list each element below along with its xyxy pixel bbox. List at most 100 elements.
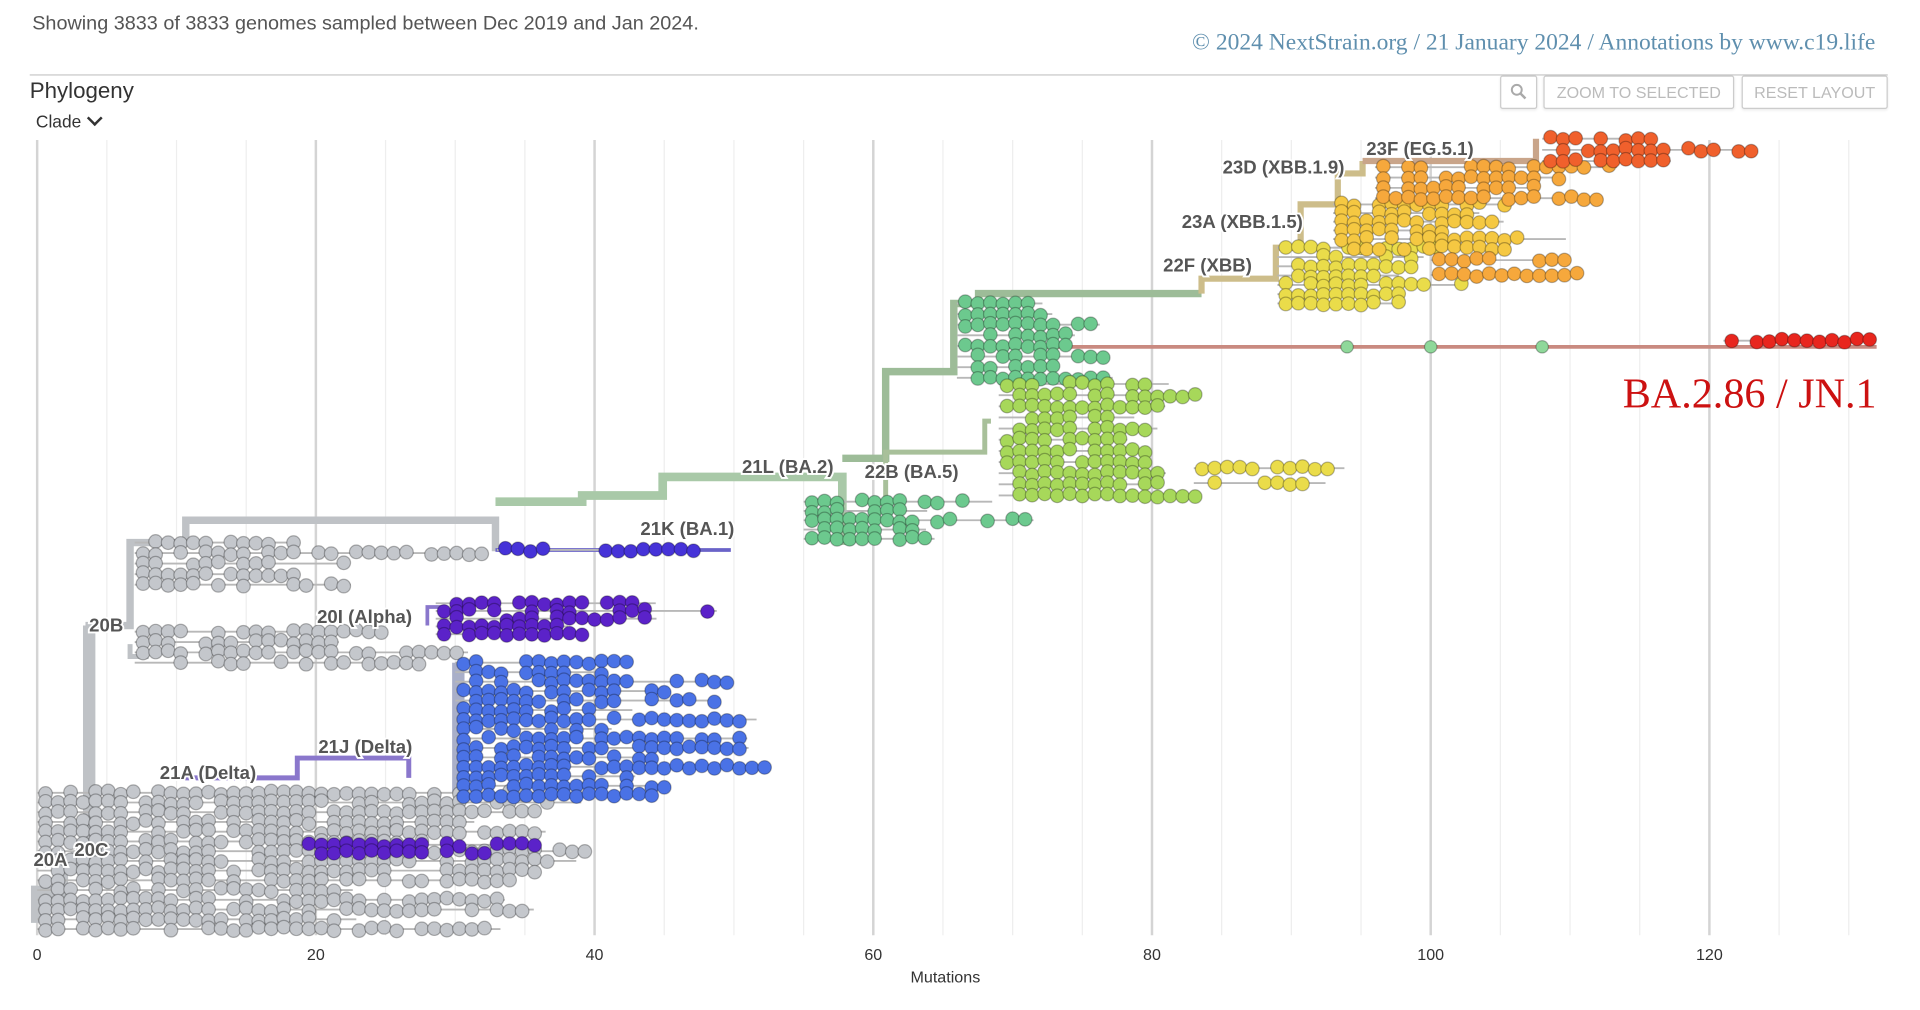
tip-node[interactable] xyxy=(148,534,164,549)
tip-node[interactable] xyxy=(1413,192,1429,208)
tip-node[interactable] xyxy=(1618,151,1634,167)
tip-node[interactable] xyxy=(298,578,314,593)
tip-node[interactable] xyxy=(804,530,820,546)
tip-node[interactable] xyxy=(210,577,226,593)
tip-node[interactable] xyxy=(376,903,392,919)
tip-node[interactable] xyxy=(1074,375,1090,390)
tip-node[interactable] xyxy=(569,789,584,804)
tip-node[interactable] xyxy=(113,922,129,937)
tip-node[interactable] xyxy=(1501,192,1517,207)
tip-node[interactable] xyxy=(606,653,622,669)
tip-node[interactable] xyxy=(185,575,201,591)
tip-node[interactable] xyxy=(577,844,593,859)
tip-node[interactable] xyxy=(439,873,455,889)
tip-node[interactable] xyxy=(113,890,129,906)
tip-node[interactable] xyxy=(854,492,870,508)
tip-node[interactable] xyxy=(1403,276,1419,292)
tip-node[interactable] xyxy=(531,694,547,710)
tip-node[interactable] xyxy=(276,873,292,889)
tip-node[interactable] xyxy=(414,902,430,918)
tip-node[interactable] xyxy=(1033,358,1048,374)
tip-node[interactable] xyxy=(531,713,547,729)
tip-node[interactable] xyxy=(188,900,204,916)
tip-node[interactable] xyxy=(426,845,442,861)
tip-node[interactable] xyxy=(474,625,490,641)
tip-node[interactable] xyxy=(1049,422,1065,438)
tip-node[interactable] xyxy=(879,512,895,528)
tip-node[interactable] xyxy=(1506,266,1522,282)
tip-node[interactable] xyxy=(1037,486,1053,502)
tip-node[interactable] xyxy=(1557,252,1572,268)
tip-node[interactable] xyxy=(138,813,154,828)
tip-node[interactable] xyxy=(1012,430,1028,446)
tip-node[interactable] xyxy=(436,626,452,642)
tip-node[interactable] xyxy=(38,793,53,809)
tip-node[interactable] xyxy=(1481,266,1497,281)
tip-node[interactable] xyxy=(564,844,580,860)
tip-node[interactable] xyxy=(1497,242,1512,257)
tip-node[interactable] xyxy=(619,729,635,745)
tip-node[interactable] xyxy=(514,862,530,878)
tip-node[interactable] xyxy=(1058,337,1074,353)
tip-node[interactable] xyxy=(511,595,527,611)
tip-node[interactable] xyxy=(148,644,164,660)
tip-node[interactable] xyxy=(489,851,505,867)
tip-node[interactable] xyxy=(125,920,141,936)
tip-node[interactable] xyxy=(719,675,735,691)
tip-node[interactable] xyxy=(1557,267,1572,283)
tip-node[interactable] xyxy=(238,805,254,821)
tip-node[interactable] xyxy=(474,546,490,562)
tip-node[interactable] xyxy=(1005,511,1021,527)
tip-node[interactable] xyxy=(1463,190,1479,206)
tip-node[interactable] xyxy=(514,903,530,919)
tip-node[interactable] xyxy=(451,871,467,887)
tip-node[interactable] xyxy=(1593,152,1609,168)
tip-node[interactable] xyxy=(100,793,116,809)
tip-node[interactable] xyxy=(1366,294,1381,310)
tip-node[interactable] xyxy=(481,713,497,729)
tip-node[interactable] xyxy=(1346,241,1362,257)
tip-node[interactable] xyxy=(1062,486,1078,502)
tip-node[interactable] xyxy=(138,912,154,928)
tip-node[interactable] xyxy=(1837,334,1853,350)
tip-node[interactable] xyxy=(1099,486,1115,502)
tip-node[interactable] xyxy=(562,625,577,641)
tip-node[interactable] xyxy=(1303,295,1319,311)
tip-node[interactable] xyxy=(1070,348,1086,364)
tip-node[interactable] xyxy=(1045,370,1061,386)
tip-node[interactable] xyxy=(1681,140,1696,156)
tip-node[interactable] xyxy=(364,862,380,878)
tip-node[interactable] xyxy=(426,921,442,937)
tip-node[interactable] xyxy=(173,623,189,639)
tip-node[interactable] xyxy=(1421,241,1437,256)
tip-node[interactable] xyxy=(364,902,380,918)
tip-node[interactable] xyxy=(1388,190,1404,206)
tip-node[interactable] xyxy=(251,882,267,898)
tip-node[interactable] xyxy=(556,713,572,729)
tip-node[interactable] xyxy=(502,804,518,819)
tip-node[interactable] xyxy=(1024,397,1040,413)
tip-node[interactable] xyxy=(1812,334,1827,350)
tip-node[interactable] xyxy=(1456,266,1472,282)
tip-node[interactable] xyxy=(1087,408,1103,424)
tip-node[interactable] xyxy=(536,597,552,612)
tip-node[interactable] xyxy=(957,337,973,353)
tip-node[interactable] xyxy=(176,912,191,928)
tip-node[interactable] xyxy=(401,903,417,919)
tip-node[interactable] xyxy=(1095,350,1111,366)
tip-node[interactable] xyxy=(1125,464,1140,480)
tip-node[interactable] xyxy=(1207,460,1223,476)
tip-node[interactable] xyxy=(1469,251,1485,266)
tip-node[interactable] xyxy=(436,645,452,661)
tip-node[interactable] xyxy=(1125,399,1140,415)
tip-node[interactable] xyxy=(1328,296,1344,312)
tip-node[interactable] xyxy=(732,741,747,757)
tip-node[interactable] xyxy=(1187,489,1203,505)
tip-node[interactable] xyxy=(581,656,597,672)
tip-node[interactable] xyxy=(606,731,622,746)
tip-node[interactable] xyxy=(669,673,685,689)
tip-node[interactable] xyxy=(361,544,377,560)
tip-node[interactable] xyxy=(1137,422,1153,438)
tip-node[interactable] xyxy=(606,710,622,726)
tip-node[interactable] xyxy=(1409,231,1425,247)
